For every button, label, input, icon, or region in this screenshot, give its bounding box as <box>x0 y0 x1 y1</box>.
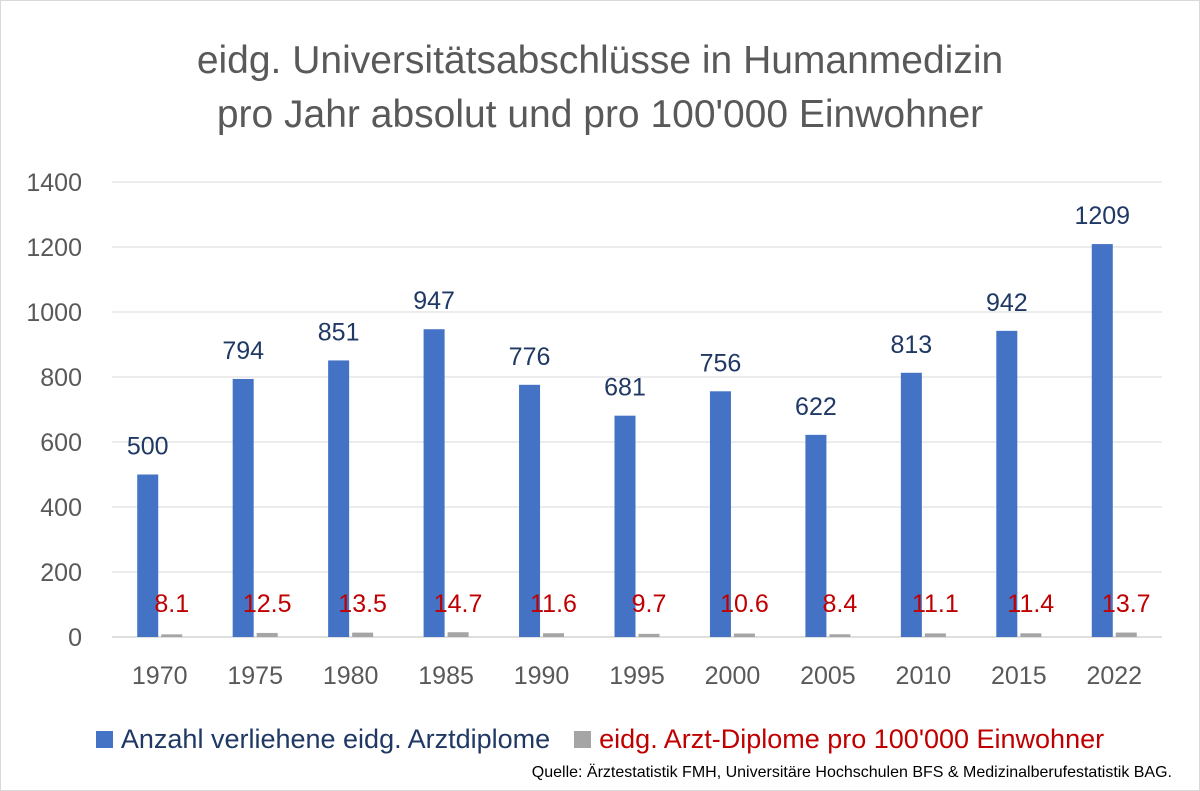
legend-label-absolute: Anzahl verliehene eidg. Arztdiplome <box>120 724 551 754</box>
x-tick-label: 2022 <box>1086 662 1142 690</box>
legend-swatch-per-capita <box>574 730 592 748</box>
bar-per-capita <box>447 632 469 637</box>
data-label-absolute: 622 <box>795 393 837 421</box>
data-label-absolute: 851 <box>318 318 360 346</box>
data-label-absolute: 813 <box>891 331 933 359</box>
data-label-absolute: 947 <box>413 287 455 315</box>
legend-swatch-absolute <box>95 730 113 748</box>
data-label-per-capita: 11.4 <box>1007 590 1054 618</box>
bar-per-capita <box>1020 633 1042 637</box>
data-label-per-capita: 10.6 <box>720 590 769 618</box>
y-tick-label: 800 <box>40 364 82 392</box>
x-tick-label: 1970 <box>132 662 188 690</box>
bar-absolute <box>805 434 827 637</box>
data-label-absolute: 681 <box>604 374 646 402</box>
legend-label-per-capita: eidg. Arzt-Diplome pro 100'000 Einwohner <box>599 724 1105 754</box>
x-tick-label: 1990 <box>514 662 570 690</box>
data-label-absolute: 1209 <box>1074 202 1130 230</box>
y-tick-label: 1200 <box>26 234 82 262</box>
data-label-absolute: 942 <box>986 289 1028 317</box>
bar-per-capita <box>161 634 183 637</box>
bar-per-capita <box>1115 632 1137 637</box>
chart-title-line-1: eidg. Universitätsabschlüsse in Humanmed… <box>196 39 1004 82</box>
data-label-absolute: 776 <box>509 343 551 371</box>
bar-per-capita <box>352 632 374 637</box>
bar-absolute <box>232 378 254 637</box>
bar-per-capita <box>638 633 660 637</box>
bar-absolute <box>1091 244 1113 637</box>
data-label-absolute: 500 <box>127 433 169 461</box>
y-tick-label: 600 <box>40 429 82 457</box>
legend-item-per-capita: eidg. Arzt-Diplome pro 100'000 Einwohner <box>574 722 1104 756</box>
data-label-per-capita: 8.4 <box>823 590 858 618</box>
y-tick-label: 1400 <box>26 169 82 197</box>
data-label-per-capita: 13.7 <box>1102 590 1151 618</box>
bar-absolute <box>900 372 922 637</box>
bar-per-capita <box>543 633 565 637</box>
bar-absolute <box>996 330 1018 637</box>
bar-absolute <box>519 384 541 637</box>
data-label-absolute: 794 <box>222 337 264 365</box>
data-label-per-capita: 8.1 <box>154 590 189 618</box>
chart-title-line-2: pro Jahr absolut und pro 100'000 Einwohn… <box>216 93 984 136</box>
y-tick-label: 1000 <box>26 299 82 327</box>
y-tick-label: 400 <box>40 494 82 522</box>
y-tick-label: 0 <box>68 624 82 652</box>
x-tick-label: 1985 <box>418 662 474 690</box>
data-label-per-capita: 14.7 <box>434 590 483 618</box>
y-tick-label: 200 <box>40 559 82 587</box>
bar-absolute <box>709 391 731 637</box>
bar-per-capita <box>733 633 755 637</box>
data-label-absolute: 756 <box>700 349 742 377</box>
x-tick-label: 2005 <box>800 662 856 690</box>
data-label-per-capita: 11.6 <box>530 590 577 618</box>
source-note: Quelle: Ärztestatistik FMH, Universitäre… <box>531 764 1172 781</box>
x-tick-label: 1980 <box>323 662 379 690</box>
bar-per-capita <box>256 632 278 637</box>
bar-per-capita <box>924 633 946 637</box>
bar-absolute <box>423 329 445 637</box>
data-label-per-capita: 13.5 <box>338 590 387 618</box>
x-tick-label: 1995 <box>609 662 665 690</box>
bar-absolute <box>137 474 159 637</box>
x-tick-label: 2015 <box>991 662 1047 690</box>
bar-absolute <box>614 415 636 637</box>
x-tick-label: 2010 <box>896 662 952 690</box>
bar-absolute <box>328 360 350 637</box>
data-label-per-capita: 9.7 <box>632 590 667 618</box>
x-tick-label: 1975 <box>227 662 283 690</box>
data-label-per-capita: 12.5 <box>243 590 292 618</box>
legend: Anzahl verliehene eidg. Arztdiplome eidg… <box>0 722 1200 756</box>
data-label-per-capita: 11.1 <box>912 590 959 618</box>
x-tick-label: 2000 <box>705 662 761 690</box>
legend-item-absolute: Anzahl verliehene eidg. Arztdiplome <box>95 722 551 756</box>
bar-per-capita <box>829 634 851 637</box>
